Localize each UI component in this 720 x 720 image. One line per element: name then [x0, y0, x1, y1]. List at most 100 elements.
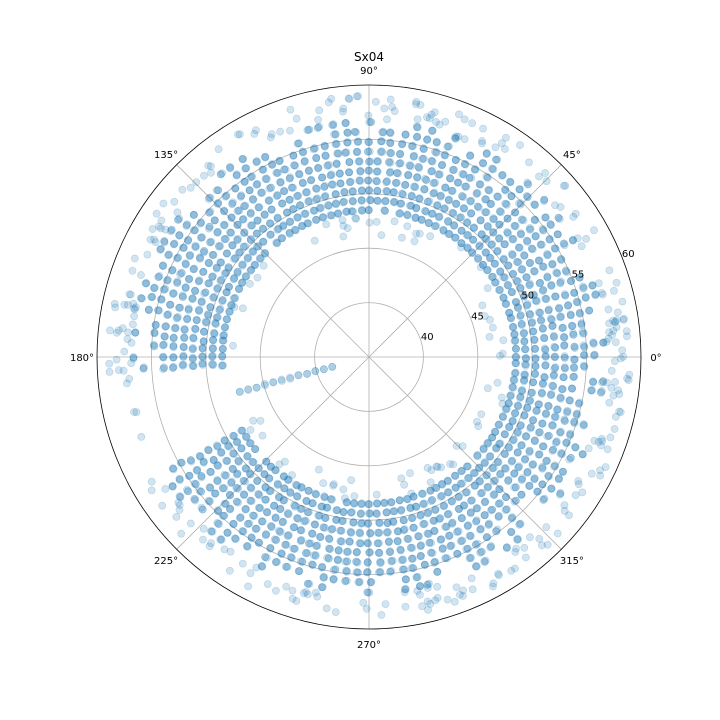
spoke-point	[319, 365, 328, 374]
ring-3-point	[278, 199, 287, 208]
ring-1-point	[465, 474, 474, 482]
outlier-point	[426, 600, 435, 608]
outlier-point	[493, 378, 502, 387]
ring-0-point	[380, 206, 389, 215]
ring-1-point	[339, 508, 347, 517]
ring-8-point	[344, 128, 352, 137]
ring-0-point	[512, 344, 520, 353]
ring-1-point	[293, 492, 302, 501]
ring-1-point	[516, 394, 524, 402]
ring-2-point	[531, 362, 540, 371]
ring-4-point	[457, 514, 466, 523]
ring-3-point	[459, 501, 468, 510]
ring-1-point	[435, 212, 444, 221]
ring-3-point	[319, 523, 328, 532]
ring-5-point	[445, 531, 453, 540]
ring-1-point	[485, 253, 494, 262]
outlier-point	[267, 130, 276, 138]
ring-0-point	[509, 375, 518, 384]
ring-6-point	[363, 559, 372, 567]
ring-2-point	[266, 219, 275, 228]
ring-5-point	[407, 543, 416, 552]
ring-5-point	[195, 451, 204, 460]
ring-0-point	[443, 477, 452, 486]
ring-0-point	[479, 444, 488, 453]
ring-2-point	[259, 224, 267, 233]
ring-0-point	[424, 219, 433, 228]
ring-3-point	[192, 316, 201, 324]
ring-4-point	[233, 221, 242, 230]
ring-4-point	[393, 168, 401, 177]
ring-3-point	[311, 520, 319, 529]
ring-3-point	[521, 432, 530, 441]
ring-1-point	[293, 492, 302, 501]
ring-4-point	[474, 203, 483, 212]
ring-0-point	[511, 369, 520, 378]
ring-4-point	[256, 504, 265, 513]
ring-3-point	[445, 196, 453, 205]
outlier-point	[577, 242, 586, 251]
ring-1-point	[209, 361, 217, 370]
ring-4-point	[403, 535, 412, 543]
ring-1-point	[243, 254, 252, 263]
ring-4-point	[404, 170, 413, 179]
ring-6-point	[568, 384, 577, 393]
ring-1-point	[225, 282, 233, 291]
ring-1-point	[338, 198, 347, 207]
ring-3-point	[500, 240, 509, 249]
ring-5-point	[235, 206, 244, 215]
ring-4-point	[536, 278, 544, 287]
ring-4-point	[273, 191, 282, 200]
outlier-point	[413, 115, 422, 124]
ring-0-point	[458, 466, 467, 475]
ring-3-point	[508, 456, 517, 465]
ring-4-point	[213, 460, 222, 469]
ring-0-point	[297, 221, 306, 230]
ring-3-point	[227, 241, 236, 250]
ring-6-point	[556, 279, 565, 288]
ring-1-point	[480, 459, 489, 467]
ring-0-point	[343, 498, 352, 506]
ring-4-point	[422, 176, 431, 184]
outlier-point	[483, 384, 492, 393]
ring-0-point	[292, 481, 301, 490]
ring-2-point	[364, 186, 373, 195]
ring-1-point	[265, 474, 274, 483]
ring-5-point	[523, 236, 531, 245]
ring-2-point	[440, 204, 449, 213]
ring-2-point	[374, 518, 383, 527]
outlier-point	[350, 492, 359, 500]
ring-4-point	[234, 484, 243, 493]
ring-6-point	[236, 514, 245, 522]
outlier-point	[158, 501, 167, 510]
outlier-point	[172, 513, 181, 521]
ring-4-point	[255, 503, 263, 512]
ring-0-point	[494, 420, 503, 429]
ring-3-point	[455, 504, 463, 513]
ring-1-point	[411, 502, 420, 511]
ring-1-point	[239, 260, 247, 269]
ring-0-point	[241, 272, 250, 280]
ring-4-point	[255, 203, 264, 212]
ring-2-point	[526, 310, 534, 318]
theta-gridline-135	[176, 164, 370, 358]
ring-0-point	[250, 261, 259, 270]
ring-3-point	[355, 176, 364, 185]
ring-2-point	[514, 428, 523, 436]
ring-2-point	[373, 187, 382, 196]
ring-4-point	[551, 363, 559, 372]
ring-4-point	[204, 259, 213, 268]
ring-5-point	[543, 273, 552, 282]
ring-3-point	[399, 526, 408, 534]
ring-9-point	[482, 150, 491, 158]
ring-2-point	[531, 344, 540, 353]
ring-2-point	[513, 276, 521, 285]
ring-4-point	[489, 491, 498, 499]
ring-2-point	[321, 192, 330, 201]
ring-3-point	[300, 517, 309, 526]
ring-5-point	[267, 522, 276, 531]
ring-6-point	[159, 363, 168, 372]
ring-0-point	[261, 249, 270, 258]
ring-4-point	[179, 352, 188, 361]
ring-3-point	[188, 353, 197, 362]
